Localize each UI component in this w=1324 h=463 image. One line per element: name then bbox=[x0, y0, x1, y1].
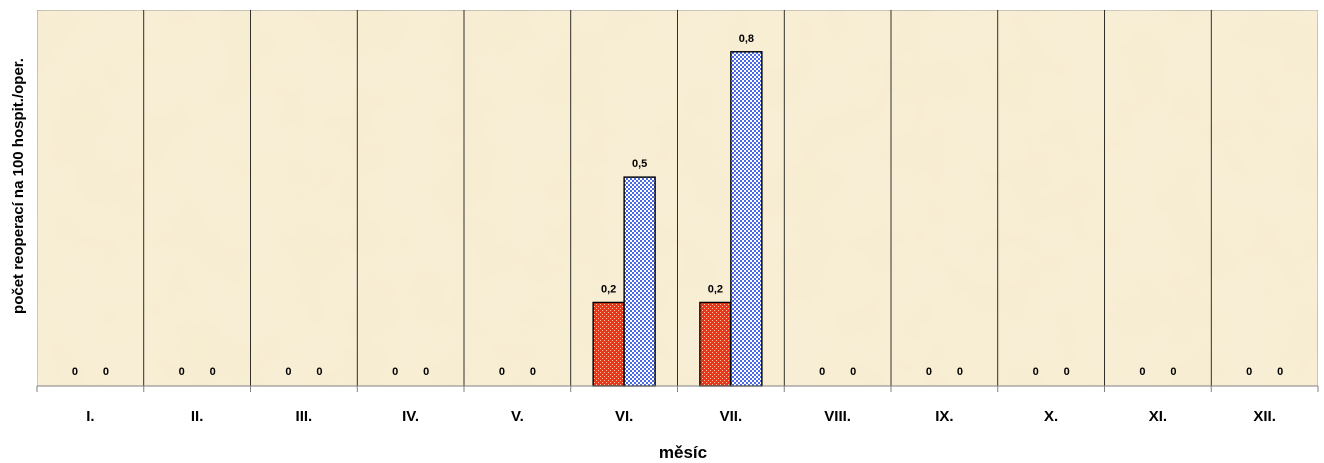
data-label: 0 bbox=[103, 366, 109, 378]
data-label: 0 bbox=[210, 366, 216, 378]
data-label: 0,8 bbox=[739, 33, 754, 45]
x-tick-label: X. bbox=[1044, 408, 1058, 425]
x-tick-label: V. bbox=[511, 408, 524, 425]
x-tick-label: VIII. bbox=[824, 408, 851, 425]
x-tick-label: VI. bbox=[615, 408, 633, 425]
data-label: 0 bbox=[179, 366, 185, 378]
data-label: 0 bbox=[392, 366, 398, 378]
x-tick-label: VII. bbox=[720, 408, 743, 425]
data-label: 0 bbox=[530, 366, 536, 378]
data-label: 0,2 bbox=[708, 283, 723, 295]
x-tick-label: II. bbox=[191, 408, 204, 425]
data-label: 0 bbox=[850, 366, 856, 378]
x-tick-label: XI. bbox=[1149, 408, 1167, 425]
data-label: 0 bbox=[1033, 366, 1039, 378]
bar-series-1 bbox=[592, 301, 625, 387]
data-label: 0 bbox=[957, 366, 963, 378]
x-tick-label: I. bbox=[86, 408, 94, 425]
y-axis-title: počet reoperací na 100 hospit./oper. bbox=[10, 58, 27, 314]
x-axis-title: měsíc bbox=[659, 443, 707, 462]
data-label: 0,5 bbox=[632, 158, 647, 170]
data-label: 0 bbox=[423, 366, 429, 378]
x-tick-labels: I. II. III. IV. V. VI. VII. VIII. IX. X. XI. XII. bbox=[86, 408, 1276, 425]
data-label: 0 bbox=[926, 366, 932, 378]
data-label: 0 bbox=[1064, 366, 1070, 378]
data-label: 0 bbox=[72, 366, 78, 378]
data-label: 0 bbox=[316, 366, 322, 378]
data-labels: 0 0 0 0 0 0 0 0 0 0 0,2 0,5 0,2 0,8 0 0 0 0 0 0 0 0 0 0 bbox=[72, 33, 1283, 378]
data-label: 0 bbox=[1139, 366, 1145, 378]
data-label: 0 bbox=[1246, 366, 1252, 378]
data-label: 0 bbox=[285, 366, 291, 378]
x-tick-label: XII. bbox=[1253, 408, 1276, 425]
x-axis-ticks bbox=[36, 386, 1319, 392]
data-label: 0 bbox=[1277, 366, 1283, 378]
data-label: 0 bbox=[499, 366, 505, 378]
data-label: 0 bbox=[819, 366, 825, 378]
data-label: 0 bbox=[1170, 366, 1176, 378]
data-label: 0,2 bbox=[601, 283, 616, 295]
bar-series-2 bbox=[730, 51, 763, 387]
x-tick-label: IV. bbox=[402, 408, 419, 425]
category-separators bbox=[143, 10, 1212, 386]
bars bbox=[592, 51, 763, 387]
x-tick-label: III. bbox=[296, 408, 313, 425]
bar-series-2 bbox=[623, 176, 656, 387]
bar-series-1 bbox=[699, 301, 732, 387]
x-tick-label: IX. bbox=[935, 408, 953, 425]
